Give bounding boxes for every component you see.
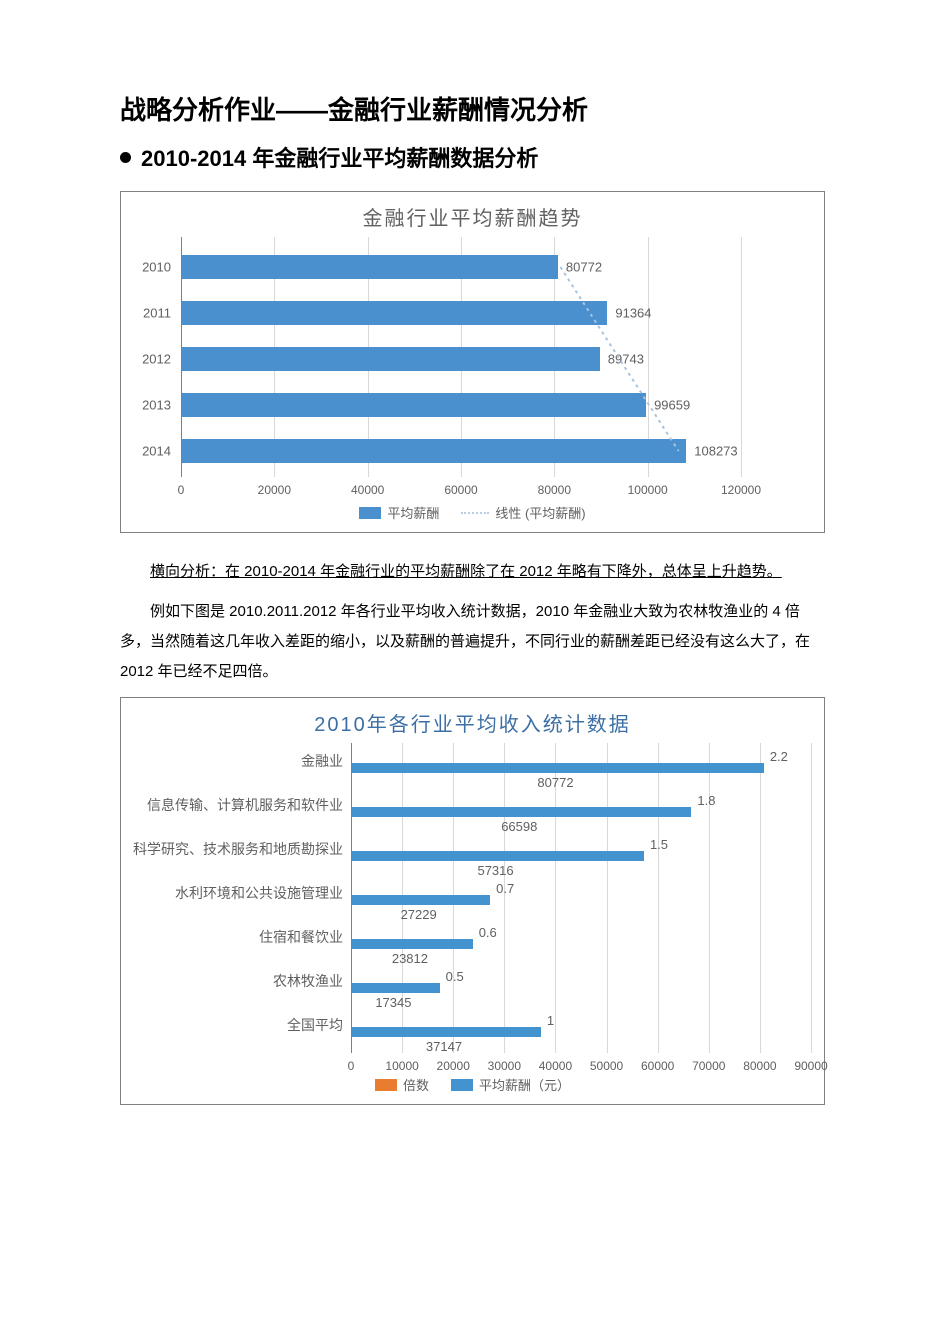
chart-plot-area: 0100002000030000400005000060000700008000…	[351, 743, 811, 1053]
x-tick-label: 0	[348, 1053, 355, 1073]
x-tick-label: 10000	[385, 1053, 418, 1073]
y-category-label: 科学研究、技术服务和地质勘探业	[133, 839, 351, 859]
x-tick-label: 70000	[692, 1053, 725, 1073]
legend-line-icon	[461, 512, 489, 514]
salary-value-label: 80772	[537, 775, 573, 790]
bar-value-label: 108273	[694, 444, 737, 459]
y-category-label: 2012	[142, 352, 181, 367]
bar-salary	[351, 1027, 541, 1037]
legend-item-trend: 线性 (平均薪酬)	[461, 503, 585, 522]
ratio-value-label: 0.5	[446, 969, 464, 984]
ratio-value-label: 1	[547, 1013, 554, 1028]
salary-value-label: 17345	[375, 995, 411, 1010]
ratio-value-label: 1.8	[697, 793, 715, 808]
section-heading-row: 2010-2014 年金融行业平均薪酬数据分析	[120, 141, 825, 173]
x-tick-label: 60000	[444, 477, 477, 497]
gridline	[811, 743, 812, 1053]
legend-swatch-icon	[375, 1079, 397, 1091]
legend-swatch-icon	[359, 507, 381, 519]
chart-plot-area: 0200004000060000800001000001200002010807…	[181, 237, 741, 477]
bar-value-label: 91364	[615, 306, 651, 321]
y-axis	[181, 237, 182, 477]
legend-label: 倍数	[403, 1075, 429, 1094]
bullet-icon	[120, 152, 131, 163]
legend-item-avg-salary: 平均薪酬	[359, 503, 439, 522]
ratio-value-label: 0.7	[496, 881, 514, 896]
gridline	[709, 743, 710, 1053]
chart-industry-2010: 2010年各行业平均收入统计数据 01000020000300004000050…	[120, 697, 825, 1105]
chart-title: 金融行业平均薪酬趋势	[121, 192, 824, 237]
document-page: 战略分析作业——金融行业薪酬情况分析 2010-2014 年金融行业平均薪酬数据…	[0, 0, 945, 1337]
y-category-label: 农林牧渔业	[273, 971, 351, 991]
x-tick-label: 80000	[743, 1053, 776, 1073]
x-tick-label: 60000	[641, 1053, 674, 1073]
bar-value-label: 80772	[566, 260, 602, 275]
bar-salary	[351, 939, 473, 949]
legend-label: 平均薪酬	[387, 503, 439, 522]
y-category-label: 全国平均	[287, 1015, 351, 1035]
bar	[181, 439, 686, 463]
gridline	[504, 743, 505, 1053]
underlined-text: 横向分析：在 2010-2014 年金融行业的平均薪酬除了在 2012 年略有下…	[150, 563, 782, 580]
bar-value-label: 89743	[608, 352, 644, 367]
paragraph-analysis-1: 横向分析：在 2010-2014 年金融行业的平均薪酬除了在 2012 年略有下…	[120, 557, 825, 587]
x-tick-label: 40000	[539, 1053, 572, 1073]
y-category-label: 2013	[142, 398, 181, 413]
y-category-label: 2011	[143, 306, 181, 321]
legend-swatch-icon	[451, 1079, 473, 1091]
gridline	[741, 237, 742, 477]
y-category-label: 水利环境和公共设施管理业	[175, 883, 351, 903]
legend-label: 平均薪酬（元）	[479, 1075, 570, 1094]
gridline	[658, 743, 659, 1053]
y-category-label: 信息传输、计算机服务和软件业	[147, 795, 351, 815]
y-category-label: 2010	[142, 260, 181, 275]
salary-value-label: 57316	[477, 863, 513, 878]
bar-salary	[351, 851, 644, 861]
paragraph-analysis-2: 例如下图是 2010.2011.2012 年各行业平均收入统计数据，2010 年…	[120, 597, 825, 687]
bar-salary	[351, 983, 440, 993]
salary-value-label: 37147	[426, 1039, 462, 1054]
gridline	[607, 743, 608, 1053]
chart-title: 2010年各行业平均收入统计数据	[121, 698, 824, 743]
bar	[181, 347, 600, 371]
bar	[181, 255, 558, 279]
y-axis	[351, 743, 352, 1053]
ratio-value-label: 2.2	[770, 749, 788, 764]
y-category-label: 金融业	[301, 751, 351, 771]
x-tick-label: 80000	[538, 477, 571, 497]
bar	[181, 301, 607, 325]
legend-item-ratio: 倍数	[375, 1075, 429, 1094]
section-heading: 2010-2014 年金融行业平均薪酬数据分析	[141, 141, 538, 173]
gridline	[760, 743, 761, 1053]
page-title: 战略分析作业——金融行业薪酬情况分析	[120, 90, 825, 127]
bar-salary	[351, 807, 691, 817]
chart-salary-trend: 金融行业平均薪酬趋势 02000040000600008000010000012…	[120, 191, 825, 533]
x-tick-label: 20000	[258, 477, 291, 497]
x-tick-label: 50000	[590, 1053, 623, 1073]
bar-salary	[351, 763, 764, 773]
bar	[181, 393, 646, 417]
x-tick-label: 120000	[721, 477, 761, 497]
bar-value-label: 99659	[654, 398, 690, 413]
legend-label: 线性 (平均薪酬)	[495, 503, 585, 522]
ratio-value-label: 1.5	[650, 837, 668, 852]
legend-item-salary: 平均薪酬（元）	[451, 1075, 570, 1094]
x-tick-label: 30000	[488, 1053, 521, 1073]
x-tick-label: 40000	[351, 477, 384, 497]
x-tick-label: 20000	[437, 1053, 470, 1073]
y-category-label: 2014	[142, 444, 181, 459]
x-tick-label: 100000	[628, 477, 668, 497]
salary-value-label: 66598	[501, 819, 537, 834]
ratio-value-label: 0.6	[479, 925, 497, 940]
salary-value-label: 27229	[401, 907, 437, 922]
x-tick-label: 0	[178, 477, 185, 497]
salary-value-label: 23812	[392, 951, 428, 966]
bar-salary	[351, 895, 490, 905]
y-category-label: 住宿和餐饮业	[259, 927, 351, 947]
x-tick-label: 90000	[794, 1053, 827, 1073]
